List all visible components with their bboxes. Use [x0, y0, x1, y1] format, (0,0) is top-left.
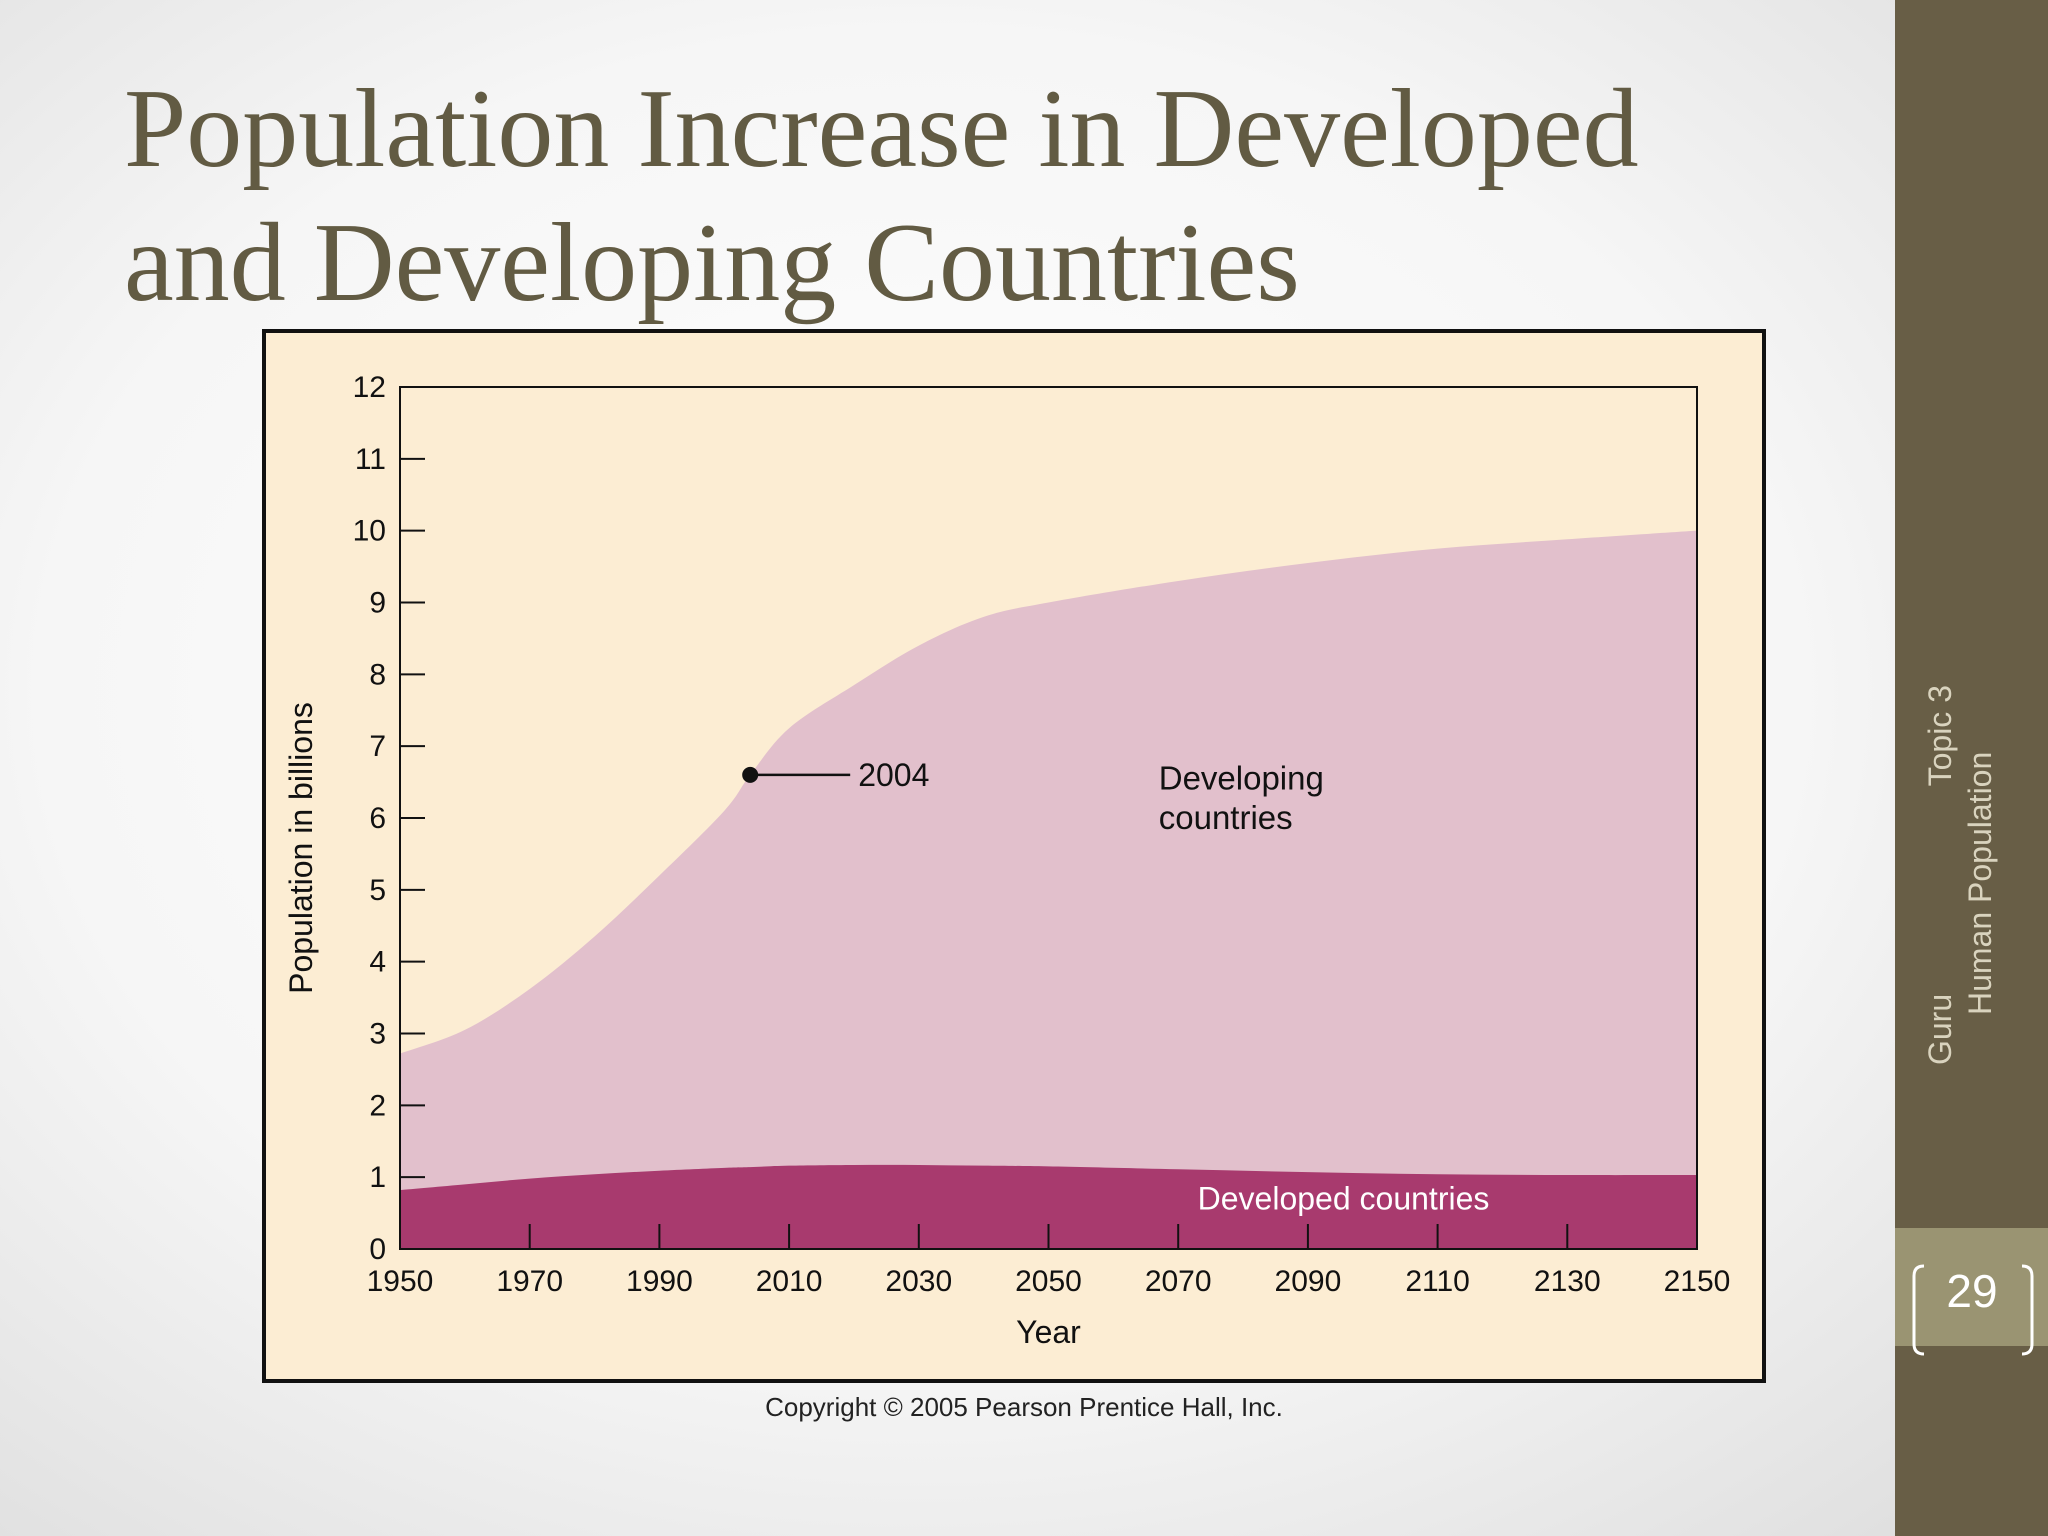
- x-tick-label: 2010: [756, 1265, 823, 1298]
- page-number-panel: [1895, 1228, 2048, 1346]
- x-tick-label: 2110: [1405, 1265, 1470, 1298]
- sidebar-author: Topic 3: [1922, 685, 1958, 787]
- y-tick-label: 9: [369, 587, 386, 620]
- developing-countries-area: [400, 530, 1697, 1249]
- x-tick-label: 1950: [367, 1265, 434, 1298]
- y-tick-label: 3: [369, 1018, 386, 1051]
- sidebar-subject: Human Population: [1962, 751, 1998, 1015]
- x-tick-label: 2050: [1015, 1265, 1082, 1298]
- sidebar-topic: Guru: [1922, 993, 1958, 1065]
- y-tick-label: 5: [369, 874, 386, 907]
- y-tick-label: 10: [353, 515, 386, 548]
- x-tick-label: 2150: [1664, 1265, 1731, 1298]
- slide-title: Population Increase in Developed and Dev…: [124, 67, 1639, 325]
- copyright-text: Copyright © 2005 Pearson Prentice Hall, …: [765, 1392, 1283, 1422]
- annotation-point: [742, 766, 759, 783]
- y-tick-label: 11: [355, 443, 386, 476]
- y-tick-label: 6: [369, 802, 386, 835]
- developed-countries-label: Developed countries: [1198, 1180, 1490, 1216]
- y-tick-label: 0: [369, 1233, 386, 1266]
- x-tick-label: 2090: [1275, 1265, 1342, 1298]
- x-tick-label: 2070: [1145, 1265, 1212, 1298]
- y-tick-label: 12: [353, 371, 386, 404]
- developed-countries-area: [400, 1164, 1697, 1249]
- y-axis-label: Population in billions: [283, 702, 319, 994]
- page-number: 29: [1946, 1265, 1998, 1317]
- x-tick-label: 2030: [885, 1265, 952, 1298]
- x-axis-label: Year: [1016, 1314, 1081, 1350]
- developing-countries-label: Developing: [1159, 759, 1324, 796]
- x-tick-label: 1990: [626, 1265, 693, 1298]
- developing-countries-label-line2: countries: [1159, 799, 1293, 836]
- y-tick-label: 1: [369, 1161, 386, 1194]
- y-tick-label: 4: [369, 946, 386, 979]
- x-tick-label: 1970: [496, 1265, 563, 1298]
- y-tick-label: 8: [369, 658, 386, 691]
- sidebar-caption: Guru Topic 3 Human Population: [1920, 685, 2030, 1065]
- y-tick-label: 7: [369, 730, 386, 763]
- page-number-brackets: [1912, 1264, 2034, 1356]
- x-tick-label: 2130: [1534, 1265, 1601, 1298]
- y-tick-label: 2: [369, 1089, 386, 1122]
- annotation-label: 2004: [858, 757, 929, 793]
